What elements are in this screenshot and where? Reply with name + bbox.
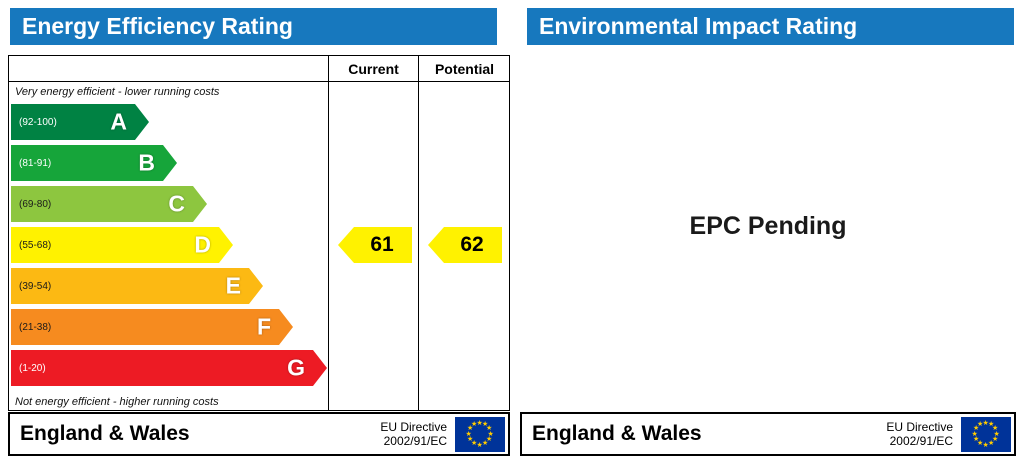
energy-rating-header: Energy Efficiency Rating — [10, 8, 497, 45]
eu-flag-star: ★ — [988, 420, 995, 428]
bottom-note: Not energy efficient - higher running co… — [15, 396, 219, 408]
energy-footer-region: England & Wales — [20, 422, 190, 445]
energy-eu-directive-line2: 2002/91/EC — [383, 434, 447, 448]
impact-footer-region: England & Wales — [532, 422, 702, 445]
energy-rating-title: Energy Efficiency Rating — [22, 13, 293, 39]
band-letter-F: F — [256, 313, 271, 340]
eu-flag-star: ★ — [471, 420, 478, 428]
impact-rating-title: Environmental Impact Rating — [539, 13, 858, 39]
eu-flag-star: ★ — [476, 441, 483, 449]
eu-flag-star: ★ — [977, 440, 984, 448]
band-letter-B: B — [138, 149, 155, 176]
eu-flag-star: ★ — [982, 441, 989, 449]
column-divider-potential — [418, 56, 419, 410]
band-range-G: (1-20) — [19, 362, 46, 374]
band-letter-E: E — [225, 272, 241, 299]
current-column-header: Current — [348, 60, 399, 77]
current-value: 61 — [370, 233, 394, 256]
eu-flag-star: ★ — [977, 420, 984, 428]
eu-flag-star: ★ — [465, 430, 472, 438]
band-F: (21-38) F — [11, 309, 293, 345]
potential-column-header: Potential — [434, 60, 495, 77]
band-row-F: (21-38) F — [11, 309, 327, 350]
impact-eu-directive: EU Directive 2002/91/EC — [886, 420, 953, 449]
band-C: (69-80) C — [11, 186, 207, 222]
energy-eu-directive: EU Directive 2002/91/EC — [380, 420, 447, 449]
column-divider-current — [328, 56, 329, 410]
current-arrow: 61 — [338, 227, 412, 263]
eu-flag-icon: ★ ★ ★ ★ ★ ★ ★ ★ ★ ★ ★ ★ — [455, 416, 505, 452]
band-row-D: (55-68) D — [11, 227, 327, 268]
energy-eu-directive-line1: EU Directive — [380, 419, 447, 434]
epc-bands: (92-100) A (81-91) B (69-80) C (55-68) D (39-54)… — [11, 104, 327, 391]
band-row-B: (81-91) B — [11, 145, 327, 186]
band-letter-D: D — [194, 231, 211, 258]
top-note: Very energy efficient - lower running co… — [15, 86, 220, 98]
band-letter-C: C — [168, 190, 185, 217]
band-letter-A: A — [110, 108, 127, 135]
band-G: (1-20) G — [11, 350, 327, 386]
band-range-B: (81-91) — [19, 157, 52, 169]
band-row-G: (1-20) G — [11, 350, 327, 391]
band-range-E: (39-54) — [19, 280, 52, 292]
eu-flag-star: ★ — [482, 420, 489, 428]
band-D: (55-68) D — [11, 227, 233, 263]
potential-value: 62 — [460, 233, 484, 256]
eu-flag-star: ★ — [992, 436, 999, 443]
band-range-C: (69-80) — [19, 198, 52, 210]
eu-flag-star: ★ — [972, 436, 980, 443]
energy-footer: England & Wales EU Directive 2002/91/EC … — [8, 412, 510, 456]
band-A: (92-100) A — [11, 104, 149, 140]
band-E: (39-54) E — [11, 268, 263, 304]
band-row-A: (92-100) A — [11, 104, 327, 145]
impact-eu-directive-line1: EU Directive — [886, 419, 953, 434]
eu-flag-star: ★ — [993, 430, 1000, 438]
eu-flag-star: ★ — [988, 440, 995, 448]
band-range-F: (21-38) — [19, 321, 52, 333]
impact-eu-directive-line2: 2002/91/EC — [889, 434, 953, 448]
eu-flag-star: ★ — [471, 440, 478, 448]
impact-rating-header: Environmental Impact Rating — [527, 8, 1014, 45]
eu-flag-star: ★ — [487, 430, 494, 438]
band-row-C: (69-80) C — [11, 186, 327, 227]
impact-footer: England & Wales EU Directive 2002/91/EC … — [520, 412, 1016, 456]
eu-flag-star: ★ — [486, 425, 493, 432]
column-header-row — [9, 56, 509, 82]
eu-flag-star: ★ — [982, 419, 989, 427]
band-letter-G: G — [287, 354, 305, 381]
eu-flag-star: ★ — [971, 430, 978, 438]
eu-flag-star: ★ — [486, 436, 493, 443]
potential-arrow: 62 — [428, 227, 502, 263]
eu-flag-icon: ★ ★ ★ ★ ★ ★ ★ ★ ★ ★ ★ ★ — [961, 416, 1011, 452]
eu-flag-star: ★ — [476, 419, 483, 427]
band-range-A: (92-100) — [19, 116, 57, 128]
eu-flag-star: ★ — [466, 425, 474, 432]
epc-pending-status: EPC Pending — [689, 212, 847, 240]
energy-chart: Current Potential Very energy efficient … — [8, 55, 510, 411]
eu-flag-star: ★ — [972, 425, 980, 432]
eu-flag-star: ★ — [466, 436, 474, 443]
band-B: (81-91) B — [11, 145, 177, 181]
band-row-E: (39-54) E — [11, 268, 327, 309]
eu-flag-star: ★ — [992, 425, 999, 432]
eu-flag-star: ★ — [482, 440, 489, 448]
band-range-D: (55-68) — [19, 239, 52, 251]
